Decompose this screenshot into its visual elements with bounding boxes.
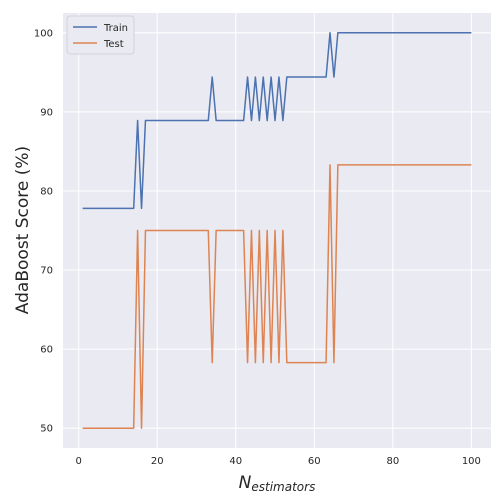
ticks: 0 20 40 60 80 100 50 60 70 80 90 100	[34, 28, 481, 467]
y-tick-label: 80	[40, 186, 53, 197]
x-tick-label: 60	[308, 456, 321, 467]
x-tick-label: 100	[462, 456, 481, 467]
y-tick-label: 70	[40, 266, 53, 277]
x-tick-label: 0	[76, 456, 82, 467]
x-axis-title: Nestimators	[239, 473, 316, 494]
legend-box	[66, 15, 135, 55]
legend-train-label: Train	[103, 23, 128, 34]
y-tick-label: 100	[34, 28, 53, 39]
y-tick-label: 50	[40, 424, 53, 435]
y-tick-label: 90	[40, 107, 53, 118]
plot-background	[63, 13, 491, 448]
x-axis-title-main: N	[239, 473, 252, 493]
x-tick-label: 40	[229, 456, 242, 467]
x-tick-label: 20	[151, 456, 164, 467]
x-axis-title-sub: estimators	[251, 480, 315, 494]
y-axis-title: AdaBoost Score (%)	[13, 146, 33, 314]
series-line-train	[82, 32, 472, 210]
x-tick-label: 80	[386, 456, 399, 467]
legend-test-label: Test	[103, 39, 124, 50]
series-line-test	[82, 164, 472, 429]
legend: Train Test	[66, 15, 135, 55]
y-tick-label: 60	[40, 345, 53, 356]
series-layer	[82, 32, 472, 429]
